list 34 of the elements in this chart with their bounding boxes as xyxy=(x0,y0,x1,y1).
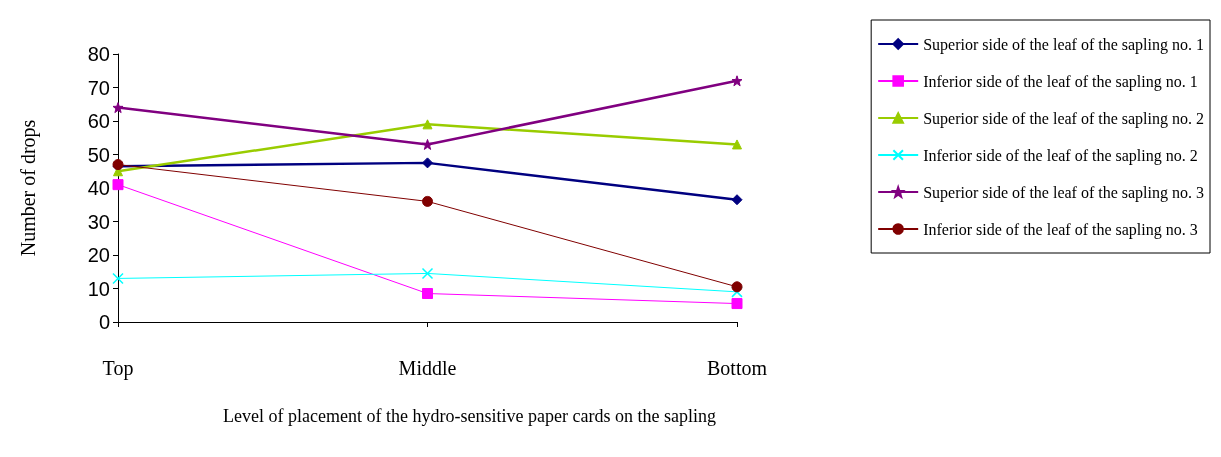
y-tick-label: 10 xyxy=(87,277,110,300)
legend-label: Inferior side of the leaf of the sapling no. 1 xyxy=(923,72,1198,91)
point xyxy=(422,195,433,207)
y-tick-label: 40 xyxy=(87,177,110,199)
y-axis-title: Number of drops xyxy=(17,119,40,257)
x-tick-label: Middle xyxy=(398,357,457,379)
x-axis-title: Level of placement of the hydro-sensitive paper cards on the sapling xyxy=(223,406,716,426)
y-tick-label: 30 xyxy=(87,210,110,233)
point xyxy=(422,138,433,150)
point xyxy=(731,281,743,293)
y-tick-label: 80 xyxy=(87,43,110,65)
y-tick-label: 50 xyxy=(87,143,110,166)
point xyxy=(731,75,743,87)
point xyxy=(112,102,124,114)
y-tick-label: 70 xyxy=(87,76,110,99)
legend-label: Superior side of the leaf of the sapling no. 3 xyxy=(923,183,1205,202)
point xyxy=(112,179,124,191)
legend-label: Inferior side of the leaf of the sapling no. 2 xyxy=(923,146,1198,165)
point xyxy=(422,288,433,300)
point xyxy=(422,119,433,130)
y-tick-label: 60 xyxy=(87,110,110,132)
point xyxy=(112,272,124,285)
legend-label: Inferior side of the leaf of the sapling no. 3 xyxy=(923,220,1198,239)
legend-label: Superior side of the leaf of the sapling no. 1 xyxy=(923,35,1205,54)
y-tick-label: 20 xyxy=(87,244,110,266)
x-tick-label: Bottom xyxy=(706,357,768,379)
point xyxy=(732,139,742,150)
point xyxy=(421,267,434,280)
legend-label: Superior side of the leaf of the sapling no. 2 xyxy=(923,109,1205,128)
x-tick-label: Top xyxy=(102,357,134,380)
y-tick-label: 0 xyxy=(98,311,110,333)
point xyxy=(731,298,743,310)
point xyxy=(731,194,743,206)
point xyxy=(422,157,433,169)
